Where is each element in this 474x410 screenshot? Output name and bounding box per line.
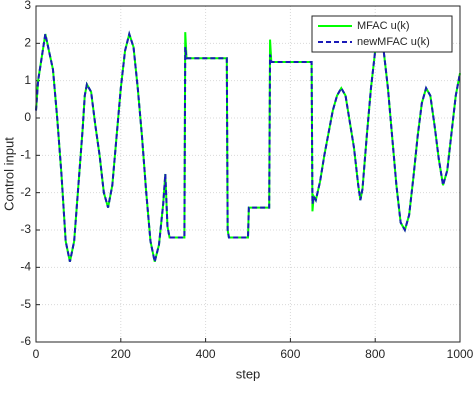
x-axis-label: step: [236, 366, 261, 381]
legend-label: newMFAC u(k): [357, 36, 430, 48]
legend: MFAC u(k) newMFAC u(k): [311, 15, 453, 53]
legend-label: MFAC u(k): [357, 20, 410, 32]
y-tick-label: 3: [24, 0, 31, 12]
y-tick-label: -2: [20, 185, 31, 199]
x-tick-label: 1000: [447, 347, 474, 361]
x-tick-label: 800: [365, 347, 385, 361]
series-line: [35, 30, 461, 262]
plot-area: [36, 6, 460, 342]
plot-frame: [35, 5, 461, 343]
x-tick-label: 200: [111, 347, 131, 361]
x-tick-label: 0: [33, 347, 40, 361]
y-tick-label: -1: [20, 148, 31, 162]
y-tick-label: -3: [20, 222, 31, 236]
y-axis-label: Control input: [1, 137, 16, 211]
y-tick-label: -4: [20, 260, 31, 274]
y-tick-label: -6: [20, 334, 31, 348]
x-tick-label: 400: [196, 347, 216, 361]
y-tick-label: -5: [20, 297, 31, 311]
legend-box: [311, 15, 453, 53]
y-tick-label: 0: [24, 110, 31, 124]
y-tick-label: 2: [24, 36, 31, 50]
x-tick-label: 600: [280, 347, 300, 361]
y-tick-label: 1: [24, 73, 31, 87]
